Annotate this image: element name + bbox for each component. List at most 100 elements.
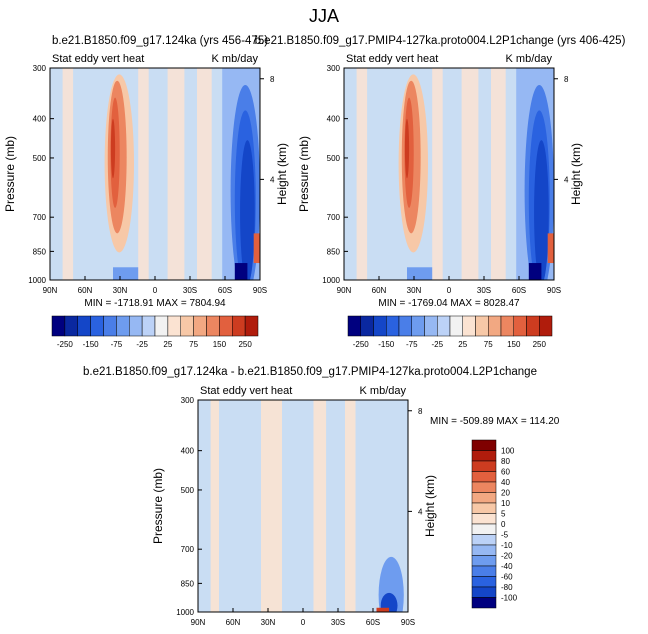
colorbar-cell: [471, 481, 497, 493]
positive-band: [62, 68, 74, 280]
colorbar-label: -60: [501, 573, 513, 582]
negative-region: [240, 140, 255, 280]
colorbar-label: -25: [431, 340, 443, 349]
colorbar-cell: [526, 315, 540, 337]
y-right-axis-label: Height (km): [423, 475, 437, 537]
positive-band: [313, 400, 327, 612]
y-axis-label: Pressure (mb): [151, 468, 165, 544]
colorbar-cell: [103, 315, 117, 337]
colorbar-label: -250: [57, 340, 74, 349]
y-right-tick-label: 8: [564, 75, 569, 84]
panel-title: b.e21.B1850.f09_g17.124ka (yrs 456-475): [52, 35, 268, 47]
y-tick-label: 700: [181, 545, 195, 554]
colorbar-label: 250: [533, 340, 547, 349]
panel-top-left: b.e21.B1850.f09_g17.124ka (yrs 456-475) S…: [3, 35, 289, 349]
panel-right-label: K mb/day: [360, 385, 407, 397]
y-axis-label: Pressure (mb): [297, 136, 311, 212]
plot-background: [198, 400, 408, 612]
panel-left-label: Stat eddy vert heat: [200, 385, 292, 397]
negative-region: [234, 263, 248, 280]
colorbar-cell: [471, 555, 497, 567]
colorbar-cell: [488, 315, 502, 337]
colorbar-cell: [471, 439, 497, 451]
y-tick-label: 400: [33, 115, 47, 124]
page-title: JJA: [309, 6, 339, 26]
y-tick-label: 850: [327, 247, 341, 256]
negative-region: [528, 263, 542, 280]
panel-left-label: Stat eddy vert heat: [346, 53, 438, 65]
colorbar: -250 -150 -75 -25 25 75 150 250: [51, 315, 259, 349]
colorbar-cell: [471, 502, 497, 514]
colorbar-label: -150: [378, 340, 395, 349]
colorbar-cell: [471, 471, 497, 483]
x-tick-label: 90N: [337, 286, 352, 295]
y-tick-label: 500: [181, 486, 195, 495]
y-tick-label: 700: [33, 213, 47, 222]
positive-region: [110, 118, 116, 179]
colorbar-label: 150: [507, 340, 521, 349]
y-tick-label: 500: [33, 154, 47, 163]
colorbar-label: 10: [501, 499, 510, 508]
colorbar-label: -20: [501, 552, 513, 561]
panel-title: b.e21.B1850.f09_g17.PMIP4-127ka.proto004…: [255, 35, 626, 47]
colorbar-label: -80: [501, 583, 513, 592]
colorbar-cell: [116, 315, 130, 337]
colorbar-label: 25: [458, 340, 467, 349]
colorbar-label: -25: [136, 340, 148, 349]
y-right-tick-label: 4: [418, 507, 423, 516]
positive-band: [491, 68, 506, 280]
negative-region: [380, 592, 398, 612]
colorbar-cell: [471, 544, 497, 556]
positive-region: [253, 233, 260, 264]
x-tick-label: 30N: [407, 286, 422, 295]
colorbar-label: -5: [501, 531, 509, 540]
y-tick-label: 500: [327, 154, 341, 163]
x-tick-label: 60S: [512, 286, 526, 295]
colorbar-cell: [500, 315, 514, 337]
panel-stats: MIN = -1769.04 MAX = 8028.47: [378, 298, 520, 309]
colorbar-cell: [462, 315, 476, 337]
colorbar-cell: [471, 597, 497, 609]
colorbar-label: -250: [353, 340, 370, 349]
colorbar: -250 -150 -75 -25 25 75 150 250: [347, 315, 553, 349]
y-axis-label: Pressure (mb): [3, 136, 17, 212]
x-tick-label: 30S: [183, 286, 197, 295]
colorbar-label: 250: [238, 340, 252, 349]
colorbar-cell: [471, 460, 497, 472]
panel-top-right: b.e21.B1850.f09_g17.PMIP4-127ka.proto004…: [255, 35, 626, 349]
x-tick-label: 0: [301, 618, 306, 627]
positive-region: [404, 118, 410, 179]
panel-stats: MIN = -509.89 MAX = 114.20: [430, 416, 560, 427]
colorbar-cell: [219, 315, 233, 337]
negative-region: [113, 267, 139, 280]
positive-band: [432, 68, 443, 280]
colorbar-cell: [64, 315, 78, 337]
contour-field: [210, 400, 404, 612]
colorbar-cell: [193, 315, 207, 337]
colorbar-label: -10: [501, 541, 513, 550]
colorbar-cell: [449, 315, 463, 337]
colorbar-cell: [398, 315, 412, 337]
colorbar-label: 75: [484, 340, 493, 349]
colorbar-cell: [437, 315, 451, 337]
colorbar-label: -100: [501, 594, 518, 603]
x-tick-label: 0: [447, 286, 452, 295]
x-tick-label: 30N: [261, 618, 276, 627]
panel-stats: MIN = -1718.91 MAX = 7804.94: [84, 298, 226, 309]
y-tick-label: 400: [181, 447, 195, 456]
y-tick-label: 1000: [28, 276, 46, 285]
positive-band: [345, 400, 356, 612]
colorbar-cell: [244, 315, 259, 337]
y-tick-label: 1000: [176, 608, 194, 617]
y-tick-label: 1000: [322, 276, 340, 285]
colorbar-cell: [129, 315, 143, 337]
positive-band: [461, 68, 479, 280]
x-tick-label: 60S: [366, 618, 380, 627]
colorbar-label: -150: [83, 340, 100, 349]
colorbar-label: 5: [501, 510, 506, 519]
y-right-tick-label: 8: [270, 75, 275, 84]
panel-right-label: K mb/day: [212, 53, 259, 65]
x-tick-label: 90S: [547, 286, 561, 295]
